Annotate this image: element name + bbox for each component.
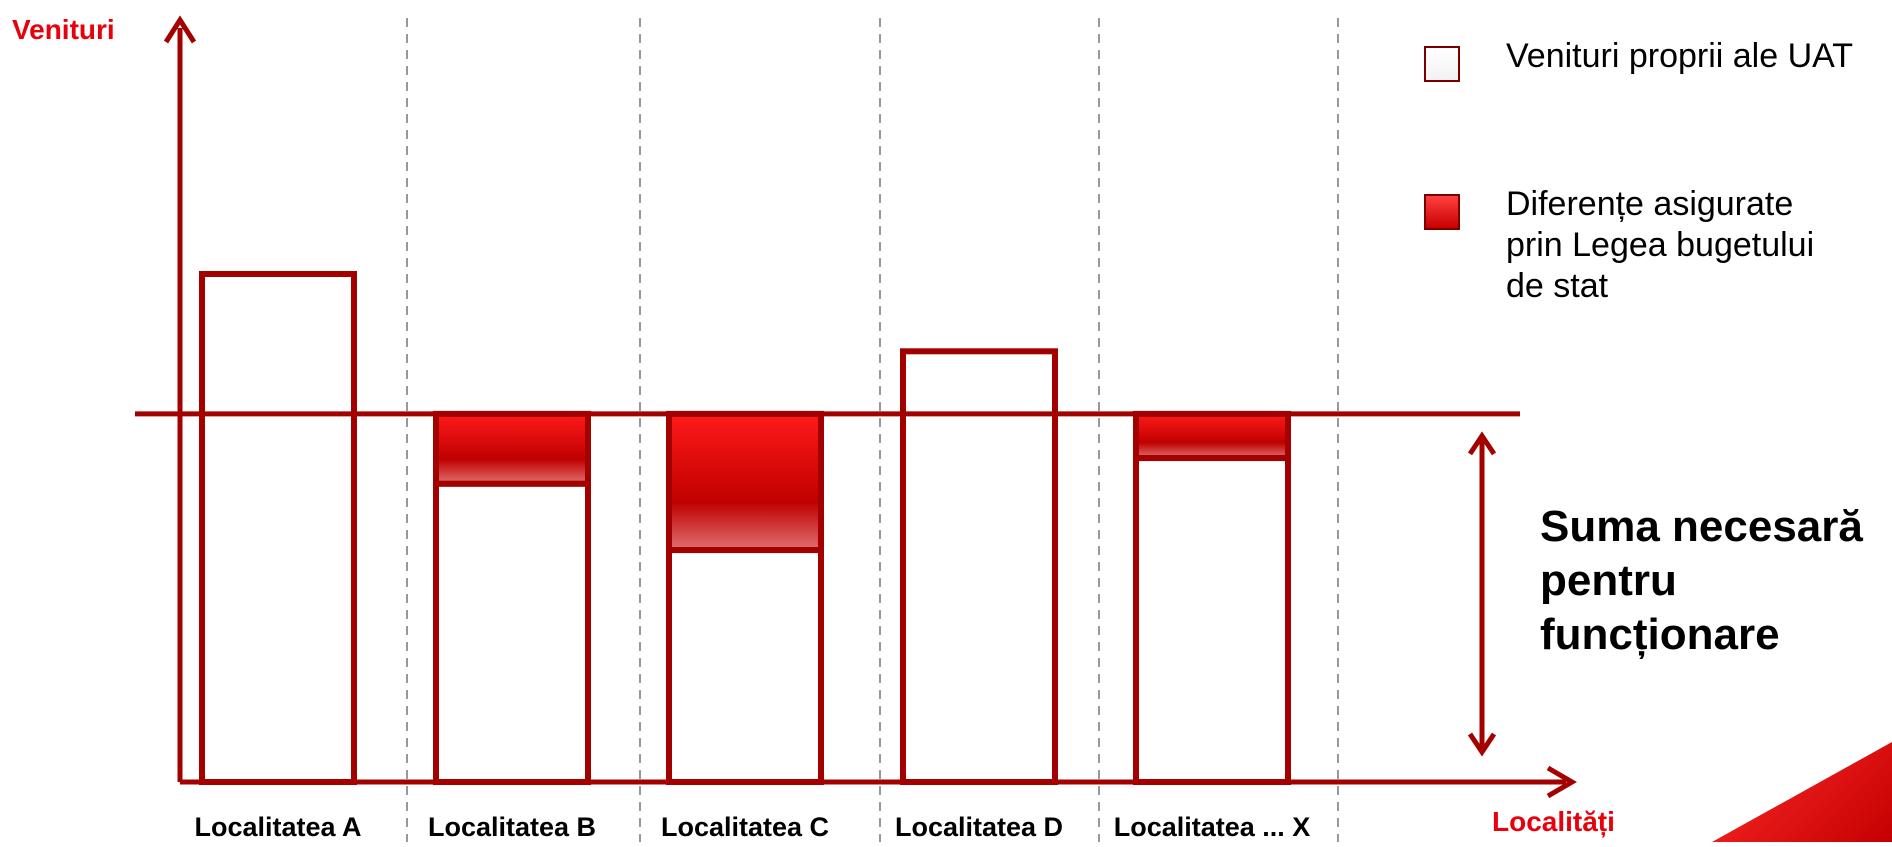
legend-item-own-revenue: Venituri proprii ale UAT <box>1424 36 1892 82</box>
y-axis-label: Venituri <box>12 14 115 46</box>
threshold-annotation: Suma necesară pentru funcționare <box>1540 500 1880 662</box>
bar-own-revenue <box>669 550 821 782</box>
legend-label-differences: Diferențe asigurate prin Legea bugetului… <box>1506 184 1846 307</box>
legend-item-differences: Diferențe asigurate prin Legea bugetului… <box>1424 184 1846 307</box>
bar-own-revenue <box>202 274 354 782</box>
bar-own-revenue <box>1136 458 1288 782</box>
bar-difference <box>1136 414 1288 458</box>
category-label: Localitatea D <box>859 812 1099 843</box>
category-label: Localitatea ... X <box>1092 812 1332 843</box>
category-label: Localitatea B <box>392 812 632 843</box>
legend-swatch-white <box>1424 46 1460 82</box>
bar-own-revenue <box>436 484 588 782</box>
category-label: Localitatea C <box>625 812 865 843</box>
legend-swatch-red <box>1424 194 1460 230</box>
bars-group <box>202 274 1288 782</box>
x-axis-label: Localități <box>1492 806 1615 838</box>
bar-difference <box>669 414 821 550</box>
legend-label-own-revenue: Venituri proprii ale UAT <box>1506 36 1892 77</box>
category-label: Localitatea A <box>158 812 398 843</box>
bar-difference <box>436 414 588 484</box>
